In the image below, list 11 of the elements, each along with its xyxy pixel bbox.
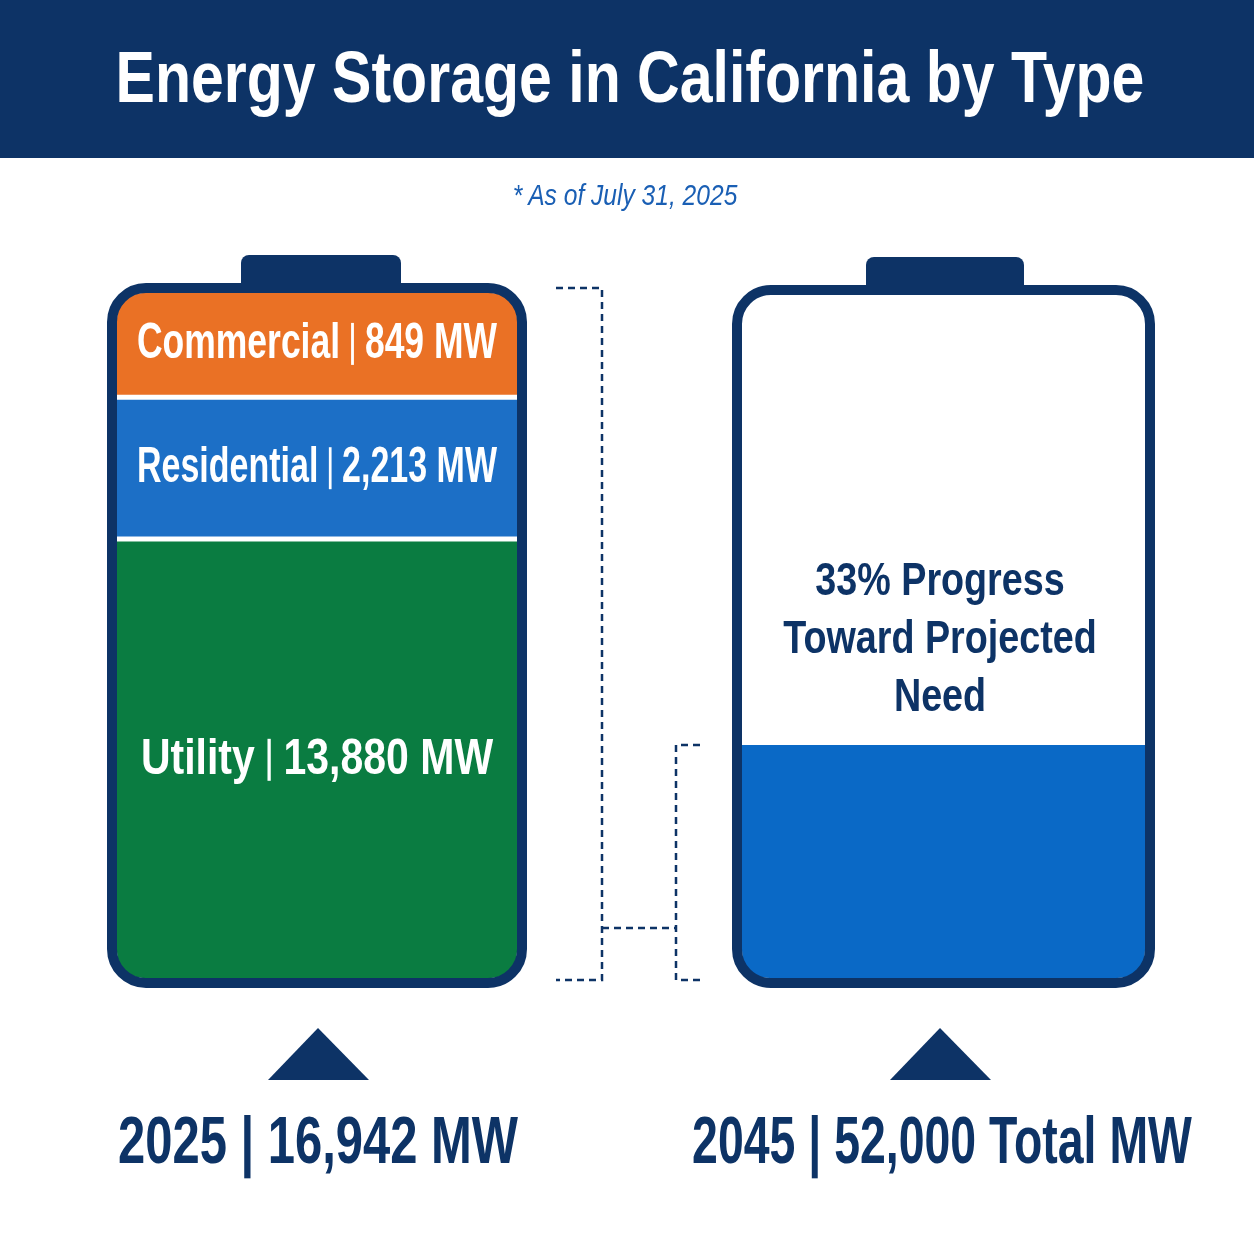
category-label: Residential	[137, 436, 319, 493]
text: 2025 | 16,942 MW	[118, 1103, 519, 1178]
text: * As of July 31, 2025	[512, 178, 738, 212]
text: 2045 | 52,000 Total MW	[692, 1103, 1193, 1179]
data-label: 2,213 MW	[342, 436, 498, 493]
category-label: Commercial	[137, 312, 341, 369]
text: 33% Progress Toward Projected Need	[783, 553, 1097, 721]
data-label: 849 MW	[364, 312, 498, 369]
category-label: Utility	[140, 728, 256, 785]
data-label: 13,880 MW	[283, 728, 494, 785]
text: Energy Storage in California by Type	[115, 36, 1145, 118]
